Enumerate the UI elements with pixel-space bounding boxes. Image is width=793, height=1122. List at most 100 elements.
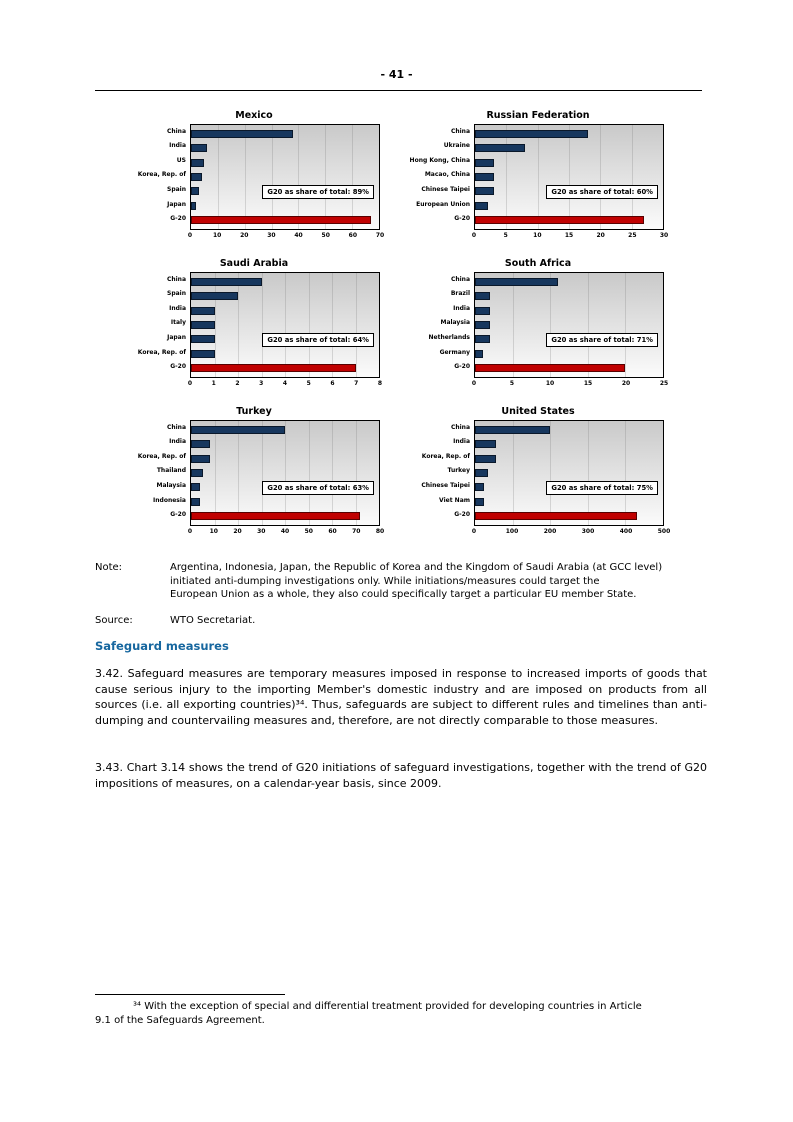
chart-plot-area: G20 as share of total: 60% [474,124,664,230]
bar-row [475,201,663,210]
gridline [308,273,310,377]
chart-title: Turkey [236,406,272,417]
category-label: Turkey [447,467,470,475]
bar-row [475,187,663,196]
gridline [512,273,514,377]
bar-row [191,130,379,139]
x-axis: 0 100 200 300 400 500 [471,526,670,537]
gridline [569,125,570,229]
g20-share-annotation: G20 as share of total: 71% [546,333,658,347]
x-tick: 4 [282,380,288,387]
bar-european-union [475,201,488,210]
x-axis: 0 10 20 30 40 50 60 70 80 [188,526,384,537]
charts-grid: Mexico China India US Korea, Rep. of Spain Jap… [128,110,670,537]
chart-body: China India Korea, Rep. of Turkey Chinese Ta… [412,420,664,526]
x-tick: 70 [352,528,361,535]
bar-japan [191,201,197,210]
source-text: WTO Secretariat. [170,615,256,626]
gridline [308,421,310,525]
x-tick: 10 [533,232,542,239]
x-tick: 3 [259,380,264,387]
gridline [217,125,219,229]
category-label: Korea, Rep. of [137,452,186,460]
x-tick: 0 [471,528,477,535]
gridline [506,125,508,229]
bar-g-20 [191,215,371,224]
gridline [325,125,327,229]
gridline [214,273,216,377]
category-label: Thailand [156,467,186,475]
source-label: Source: [95,615,133,626]
bar-g-20 [475,511,637,520]
chart-title: Saudi Arabia [219,258,289,269]
bar-row [191,426,379,435]
bar-germany [475,349,483,358]
bar-india [475,440,496,449]
chart-title: South Africa [504,258,572,269]
x-axis: 0 10 20 30 40 50 60 70 [188,230,384,241]
category-label: Hong Kong, China [409,156,470,164]
bar-row [191,292,379,301]
bar-row [475,468,663,477]
gridline [587,421,589,525]
bar-china [191,426,285,435]
bar-row [191,468,379,477]
x-tick: 300 [581,528,595,535]
category-label: India [453,438,470,446]
bar-row [475,215,663,224]
note-line: initiated anti-dumping investigations on… [170,575,600,587]
category-label: Chinese Taipei [421,186,470,194]
bar-row [191,215,379,224]
bar-india [191,144,208,153]
footnote-line: ³⁴ With the exception of special and dif… [133,1001,642,1012]
category-label: Indonesia [153,496,186,504]
category-label: Macao, China [424,171,470,179]
bar-korea-rep-of [191,349,215,358]
bar-row [475,158,663,167]
category-label: Netherlands [428,334,470,342]
category-label: India [169,438,186,446]
gridline [332,421,333,525]
gridline [244,125,246,229]
gridline [298,125,300,229]
bar-row [475,483,663,492]
gridline [332,273,333,377]
bar-row [191,363,379,372]
category-label: G-20 [454,511,470,519]
header-rule [95,90,702,91]
chart-category-labels: China Ukraine Hong Kong, China Macao, China… [409,124,474,226]
category-label: G-20 [170,511,186,519]
page-number: - 41 - [380,68,413,81]
gridline [600,125,602,229]
category-label: India [453,304,470,312]
x-tick: 25 [659,380,669,387]
bar-spain [191,187,200,196]
category-label: China [166,275,186,283]
bar-china [475,278,558,287]
x-tick: 60 [328,528,337,535]
bar-row [475,172,663,181]
x-tick: 30 [267,232,276,239]
bar-india [191,440,210,449]
bar-japan [191,335,215,344]
chart-turkey: Turkey China India Korea, Rep. of Thailand Ma… [128,406,384,537]
paragraph-3-42: 3.42. Safeguard measures are temporary m… [95,667,707,727]
bar-row [191,454,379,463]
bar-row [191,201,379,210]
x-tick: 0 [471,232,477,239]
category-label: India [169,142,186,150]
category-label: G-20 [454,215,470,223]
category-label: China [166,423,186,431]
category-label: Italy [170,319,186,327]
x-tick: 10 [545,380,555,387]
bar-macao-china [475,172,494,181]
bar-china [475,426,551,435]
gridline [355,421,357,525]
bar-row [475,511,663,520]
bar-thailand [191,468,203,477]
category-label: Viet Nam [439,496,470,504]
chart-title: Mexico [235,110,273,121]
gridline [261,273,263,377]
gridline [550,421,552,525]
gridline [238,421,239,525]
